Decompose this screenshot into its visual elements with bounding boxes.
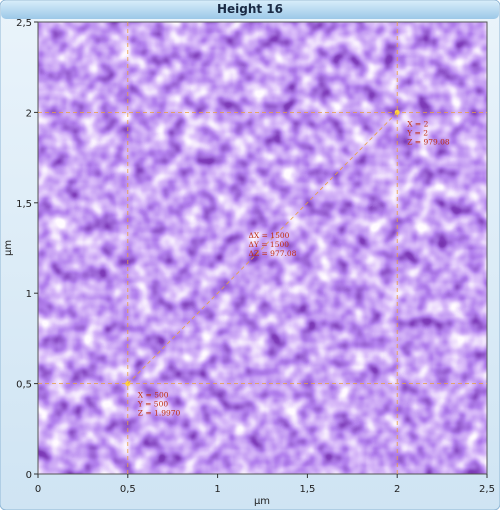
y-axis-label: µm xyxy=(3,240,14,256)
delta-label: ΔX = 1500 xyxy=(249,231,290,240)
cursor-diagonal xyxy=(127,112,398,384)
x-tick-label: 1,5 xyxy=(299,484,315,495)
y-tick-label: 1 xyxy=(26,289,32,300)
x-tick-label: 0 xyxy=(35,484,41,495)
x-tick-label: 2 xyxy=(394,484,400,495)
y-tick-label: 2,5 xyxy=(16,18,32,29)
x-axis-label: µm xyxy=(254,496,270,507)
title-bar xyxy=(1,1,499,19)
delta-label: ΔY = 1500 xyxy=(249,240,290,249)
cursor-label: Z = 979.08 xyxy=(407,137,450,146)
cursor-label: Y = 2 xyxy=(406,128,428,137)
x-tick-label: 2,5 xyxy=(479,484,495,495)
cursor-label: Y = 500 xyxy=(137,400,169,409)
cursor-label: X = 500 xyxy=(138,391,169,400)
plot-frame xyxy=(37,21,488,475)
y-tick-label: 2 xyxy=(26,108,32,119)
title: Height 16 xyxy=(217,2,283,16)
cursor-label: X = 2 xyxy=(407,119,428,128)
y-tick-label: 1,5 xyxy=(16,199,32,210)
y-tick-label: 0,5 xyxy=(16,380,32,391)
x-tick-label: 1 xyxy=(214,484,220,495)
y-tick-label: 0 xyxy=(26,470,32,481)
cursor-label: Z = 1.9970 xyxy=(138,409,181,418)
delta-label: ΔZ = 977.08 xyxy=(249,249,297,258)
x-tick-label: 0,5 xyxy=(120,484,136,495)
